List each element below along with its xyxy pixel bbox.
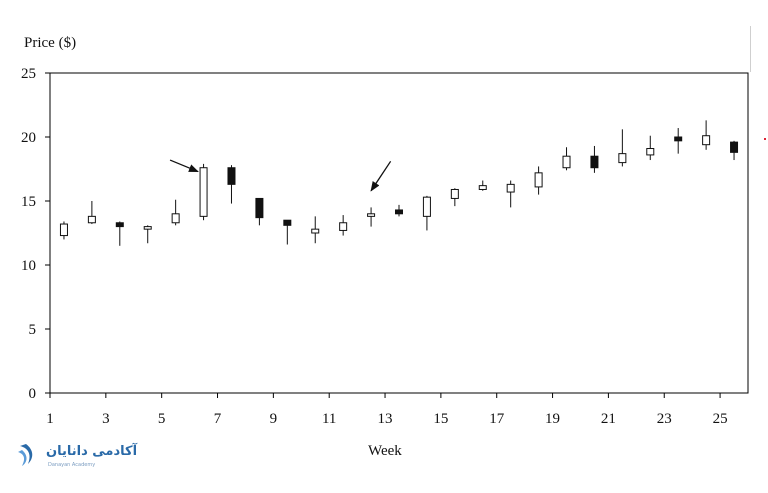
- candle: [478, 180, 487, 191]
- candle: [506, 180, 515, 208]
- x-tick-label: 23: [657, 411, 672, 427]
- x-tick-label: 15: [433, 411, 448, 427]
- candle: [115, 221, 124, 246]
- candle: [171, 199, 180, 226]
- logo-icon: [18, 444, 33, 466]
- x-tick-label: 25: [713, 411, 728, 427]
- candle-body: [730, 141, 739, 153]
- x-tick-label: 11: [322, 411, 336, 427]
- candle-body: [59, 223, 68, 237]
- candle: [255, 197, 264, 226]
- candle: [143, 225, 152, 244]
- candle-body: [646, 148, 655, 156]
- candle: [59, 221, 68, 240]
- x-tick-label: 5: [158, 411, 166, 427]
- candle-body: [227, 167, 236, 185]
- candle-body: [422, 196, 431, 217]
- candles: [59, 120, 739, 246]
- candle-body: [395, 209, 403, 215]
- candle-body: [255, 197, 264, 219]
- x-tick-label: 19: [545, 411, 560, 427]
- candle-body: [143, 226, 152, 230]
- y-tick-label: 15: [21, 194, 36, 210]
- y-tick-label: 20: [21, 130, 36, 146]
- candle-body: [702, 135, 711, 146]
- y-tick-label: 25: [21, 66, 36, 82]
- candle-body: [450, 188, 459, 199]
- x-tick-label: 13: [378, 411, 393, 427]
- watermark-logo: آکادمی دانایان Danayan Academy: [12, 440, 137, 474]
- candle: [590, 145, 599, 173]
- candle-body: [562, 155, 571, 169]
- candle-body: [674, 136, 683, 142]
- candle-body: [339, 222, 348, 231]
- candle-body: [367, 213, 376, 217]
- x-tick-label: 21: [601, 411, 616, 427]
- y-axis-title: Price ($): [24, 35, 77, 51]
- candle: [199, 163, 208, 221]
- y-tick-label: 10: [21, 258, 36, 274]
- candle-body: [311, 228, 320, 234]
- x-tick-label: 9: [270, 411, 278, 427]
- x-tick-label: 1: [46, 411, 54, 427]
- plot-frame: [49, 72, 749, 394]
- candle: [395, 204, 403, 217]
- x-tick-label: 7: [214, 411, 222, 427]
- candle-body: [199, 167, 208, 217]
- candle-body: [478, 185, 487, 190]
- candle: [87, 201, 96, 225]
- candle: [618, 129, 627, 167]
- y-tick-label: 5: [29, 322, 37, 338]
- candle: [674, 128, 683, 154]
- annotation-arrow: [370, 160, 392, 192]
- candle: [646, 135, 655, 161]
- candle-body: [534, 172, 543, 188]
- logo-text: آکادمی دانایان: [46, 444, 138, 459]
- candle: [283, 219, 292, 245]
- candle: [227, 165, 236, 204]
- candle-body: [506, 183, 515, 193]
- candle: [702, 120, 711, 150]
- candle: [450, 188, 459, 207]
- candle-body: [171, 213, 180, 224]
- candle: [562, 147, 571, 171]
- candle: [730, 140, 739, 161]
- candle: [534, 166, 543, 195]
- annotations: [169, 159, 392, 192]
- candle: [422, 195, 431, 231]
- edge-line: [750, 26, 751, 72]
- candle-body: [283, 219, 292, 226]
- candle-body: [115, 222, 124, 228]
- x-axis: 1 3 5 7 9 11 13 15 17 19 21 23 25: [46, 393, 728, 427]
- candle: [367, 207, 376, 227]
- x-axis-title: Week: [368, 443, 402, 459]
- candle-body: [87, 215, 96, 224]
- marker-dot: [764, 138, 766, 140]
- candle-body: [590, 155, 599, 169]
- candle: [339, 215, 348, 236]
- candle-body: [618, 153, 627, 164]
- candle: [311, 216, 320, 244]
- annotation-arrow: [169, 159, 199, 173]
- x-tick-label: 3: [102, 411, 110, 427]
- x-tick-label: 17: [489, 411, 505, 427]
- y-axis: 0 5 10 15 20 25: [21, 66, 50, 402]
- logo-subtext: Danayan Academy: [48, 462, 96, 468]
- y-tick-label: 0: [29, 386, 37, 402]
